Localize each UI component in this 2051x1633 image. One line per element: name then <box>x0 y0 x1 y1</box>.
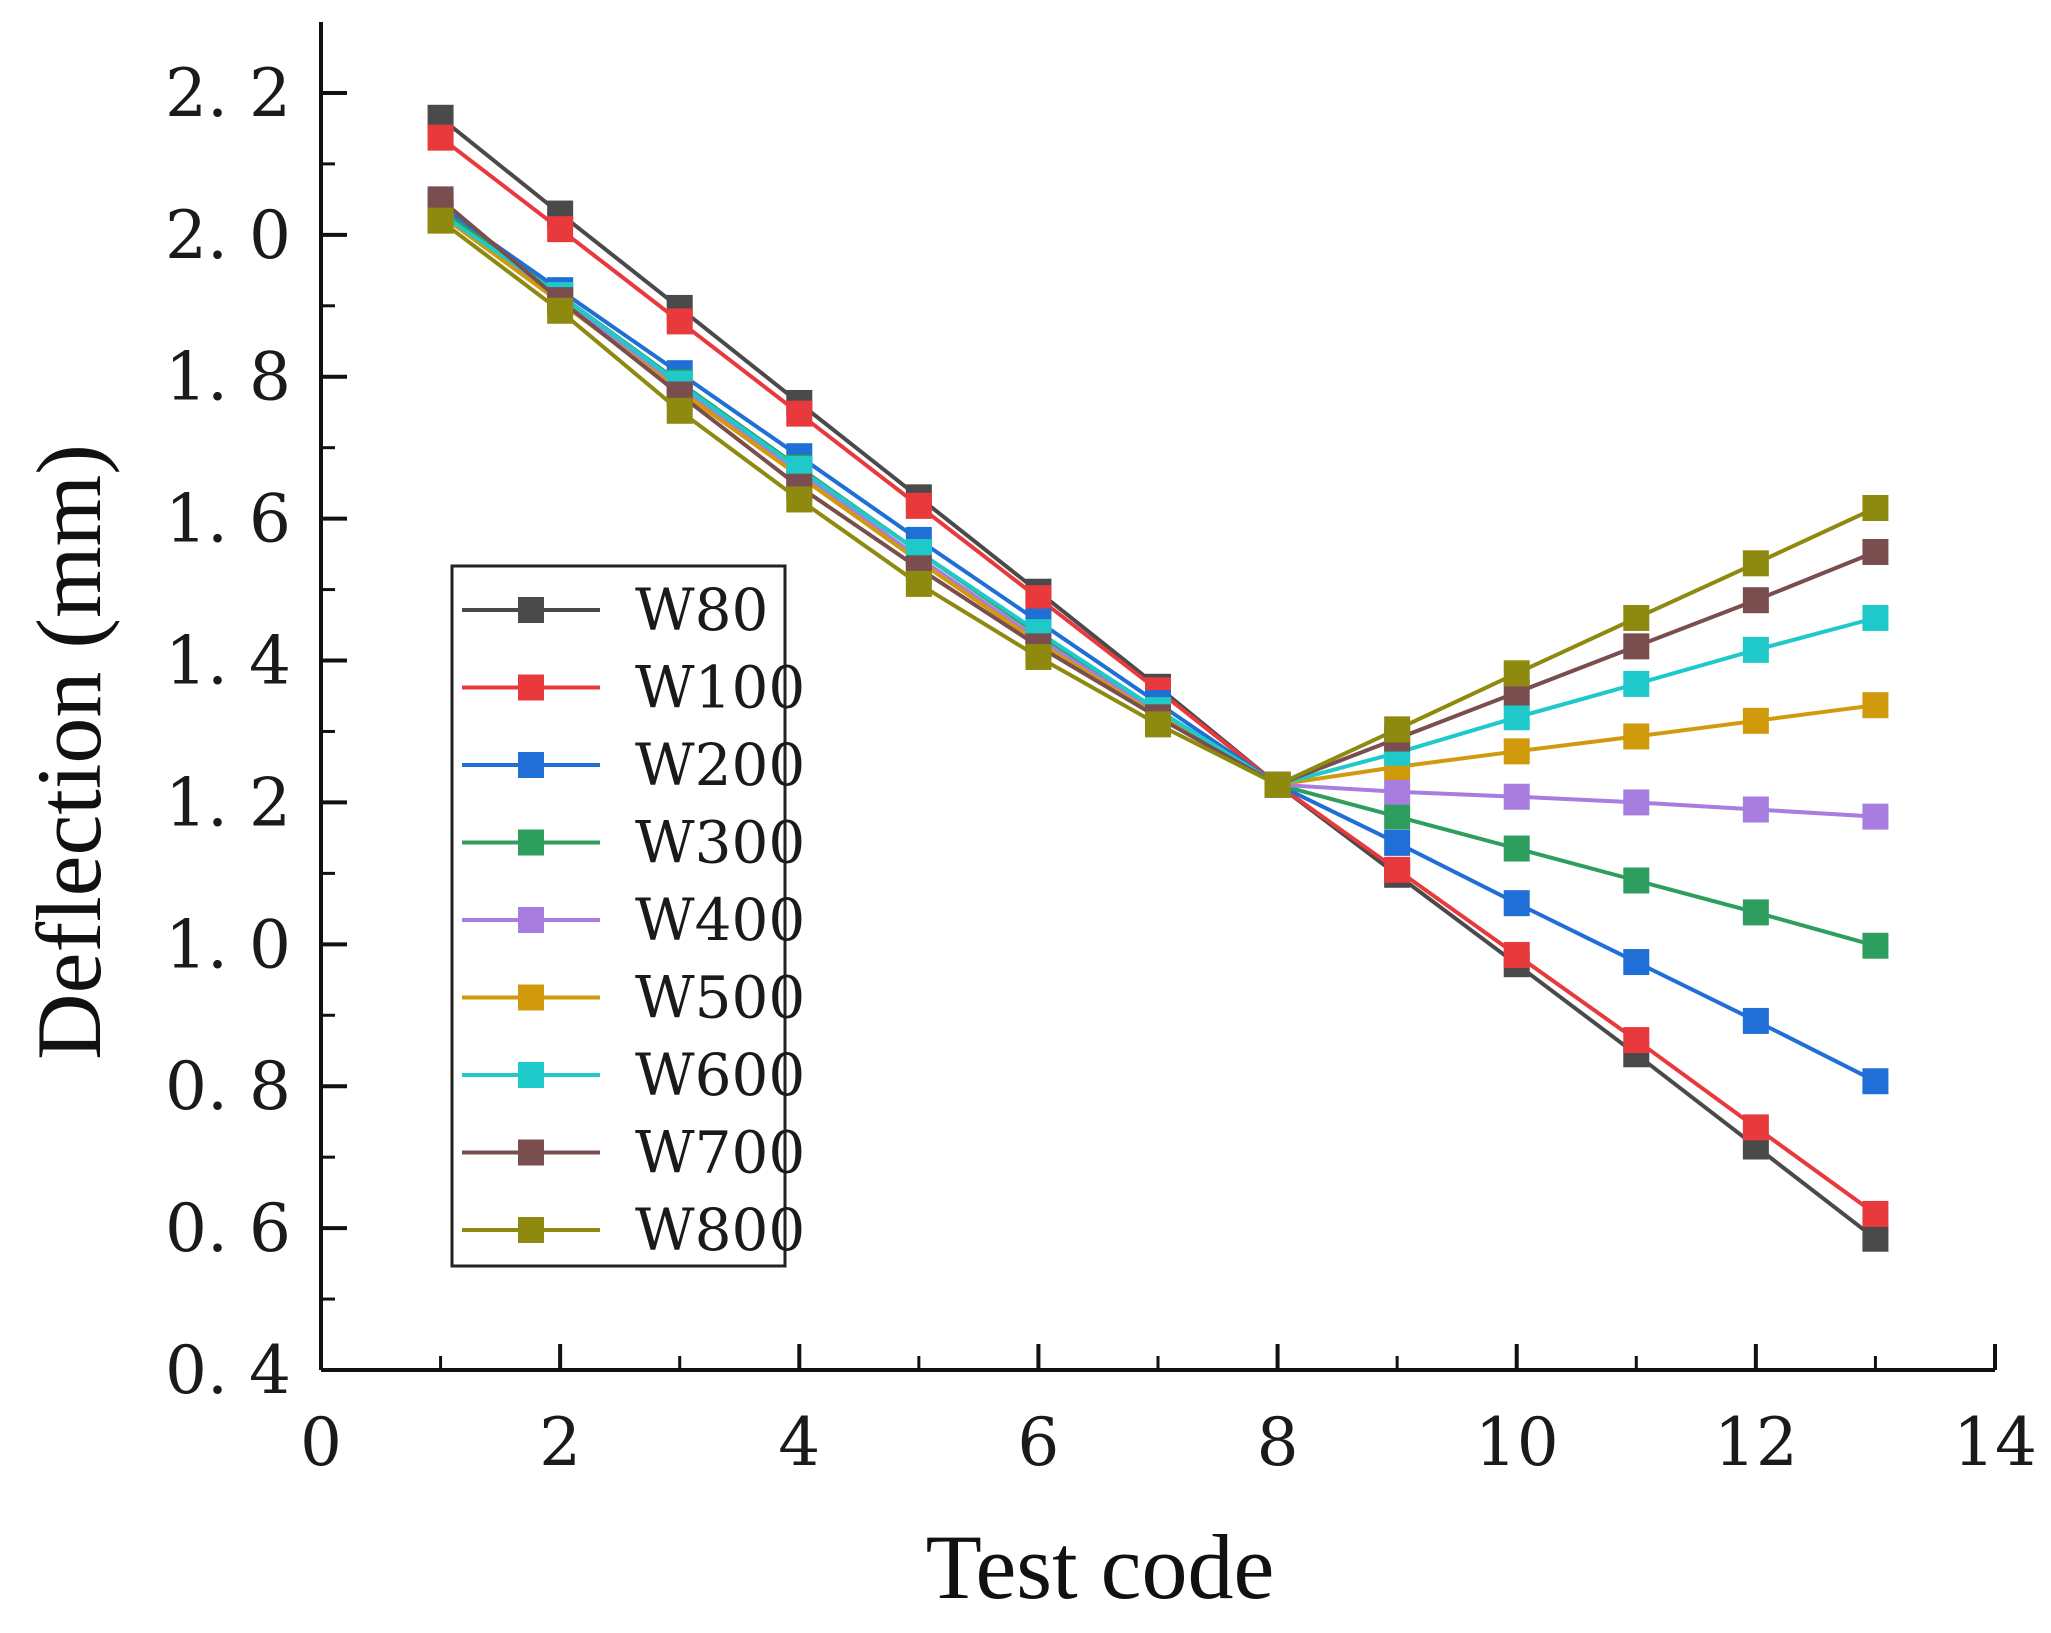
data-point-w100 <box>666 308 693 335</box>
y-ticks: 0. 4 0. 6 0. 8 1. 0 1. 2 1. 4 1. 6 1. 8 2. 0 2. 2 <box>165 55 347 1409</box>
data-point-w700 <box>1623 633 1650 660</box>
x-tick-label: 10 <box>1475 1404 1559 1481</box>
legend-marker-w800 <box>518 1217 544 1243</box>
legend-label-w200: W200 <box>635 731 805 799</box>
legend-label-w800: W800 <box>635 1196 805 1264</box>
legend-marker-w200 <box>518 752 544 778</box>
y-tick-label: 1. 4 <box>165 623 291 700</box>
y-axis-title: Deflection (mm) <box>18 444 120 1060</box>
data-point-w80 <box>1862 1225 1889 1252</box>
x-axis-title: Test code <box>926 1516 1275 1618</box>
x-tick-label: 8 <box>1257 1404 1299 1481</box>
data-point-w800 <box>547 297 574 324</box>
data-point-w500 <box>1503 738 1530 765</box>
data-point-w200 <box>1623 949 1650 976</box>
y-tick-label: 1. 0 <box>165 906 291 983</box>
data-point-w800 <box>427 207 454 234</box>
data-point-w200 <box>1862 1068 1889 1095</box>
data-point-w400 <box>1623 789 1650 816</box>
data-point-w800 <box>905 570 932 597</box>
legend-box <box>450 564 787 1268</box>
series-layer <box>427 104 1889 1252</box>
data-point-w800 <box>1145 711 1171 738</box>
data-point-w800 <box>1264 771 1291 798</box>
data-point-w100 <box>1503 941 1530 968</box>
data-point-w400 <box>1503 783 1530 810</box>
data-point-w800 <box>1862 494 1889 521</box>
legend-marker-w400 <box>518 907 544 933</box>
x-tick-label: 2 <box>539 1404 581 1481</box>
data-point-w100 <box>1742 1114 1769 1141</box>
data-point-w100 <box>547 216 574 243</box>
data-point-w200 <box>1384 829 1411 856</box>
legend-marker-w80 <box>518 597 544 623</box>
data-point-w700 <box>1742 587 1769 614</box>
data-point-w500 <box>1742 707 1769 734</box>
legend-marker-w100 <box>518 674 544 701</box>
legend-label-w700: W700 <box>635 1119 805 1187</box>
data-point-w600 <box>1862 604 1889 631</box>
data-point-w300 <box>1742 899 1769 926</box>
legend-marker-w600 <box>518 1062 544 1088</box>
data-point-w300 <box>1384 803 1411 830</box>
y-tick-label: 0. 4 <box>165 1332 291 1409</box>
legend-marker-w300 <box>518 829 544 856</box>
x-ticks: 0 2 4 6 8 10 12 14 <box>300 1344 2037 1481</box>
legend-label-w100: W100 <box>635 654 805 722</box>
data-point-w200 <box>1503 890 1530 917</box>
data-point-w600 <box>1503 704 1530 731</box>
legend-items: W80 W100 W200 W300 W400 W500 W600 W700 W800 <box>462 576 805 1264</box>
y-tick-label: 0. 6 <box>165 1190 291 1267</box>
data-point-w800 <box>1025 643 1052 670</box>
data-point-w200 <box>1742 1007 1769 1034</box>
legend: W80 W100 W200 W300 W400 W500 W600 W700 W800 <box>450 564 805 1268</box>
x-tick-label: 6 <box>1017 1404 1059 1481</box>
data-point-w100 <box>427 124 454 151</box>
data-point-w800 <box>1742 550 1769 577</box>
data-point-w600 <box>1742 636 1769 663</box>
data-point-w400 <box>1384 778 1411 805</box>
data-point-w100 <box>1025 585 1052 612</box>
data-point-w800 <box>1503 660 1530 687</box>
data-point-w400 <box>1862 803 1889 830</box>
data-point-w500 <box>1623 723 1650 750</box>
data-point-w400 <box>1742 796 1769 823</box>
x-tick-label: 12 <box>1714 1404 1798 1481</box>
y-tick-label: 2. 0 <box>165 197 291 274</box>
legend-label-w400: W400 <box>635 886 805 954</box>
data-point-w700 <box>1862 538 1889 565</box>
data-point-w800 <box>1384 716 1411 743</box>
data-point-w100 <box>1384 856 1411 883</box>
x-tick-label: 4 <box>778 1404 820 1481</box>
legend-label-w500: W500 <box>635 964 805 1032</box>
data-point-w800 <box>1623 604 1650 631</box>
y-tick-label: 1. 2 <box>165 764 291 841</box>
data-point-w100 <box>905 492 932 519</box>
data-point-w100 <box>1623 1027 1650 1054</box>
x-tick-label: 14 <box>1953 1404 2037 1481</box>
data-point-w500 <box>1862 692 1889 719</box>
y-tick-label: 1. 8 <box>165 339 291 416</box>
y-tick-label: 2. 2 <box>165 55 291 132</box>
data-point-w800 <box>786 486 813 513</box>
legend-label-w80: W80 <box>635 576 768 644</box>
data-point-w600 <box>1623 670 1650 697</box>
y-tick-label: 0. 8 <box>165 1048 291 1125</box>
data-point-w300 <box>1862 932 1889 959</box>
legend-label-w600: W600 <box>635 1041 805 1109</box>
data-point-w300 <box>1503 835 1530 862</box>
x-tick-label: 0 <box>300 1404 342 1481</box>
legend-marker-w500 <box>518 984 544 1011</box>
data-point-w300 <box>1623 867 1650 894</box>
legend-label-w300: W300 <box>635 809 805 877</box>
data-point-w800 <box>666 397 693 424</box>
legend-marker-w700 <box>518 1139 544 1166</box>
data-point-w100 <box>1862 1200 1889 1227</box>
y-tick-label: 1. 6 <box>165 481 291 558</box>
data-point-w100 <box>786 400 813 427</box>
